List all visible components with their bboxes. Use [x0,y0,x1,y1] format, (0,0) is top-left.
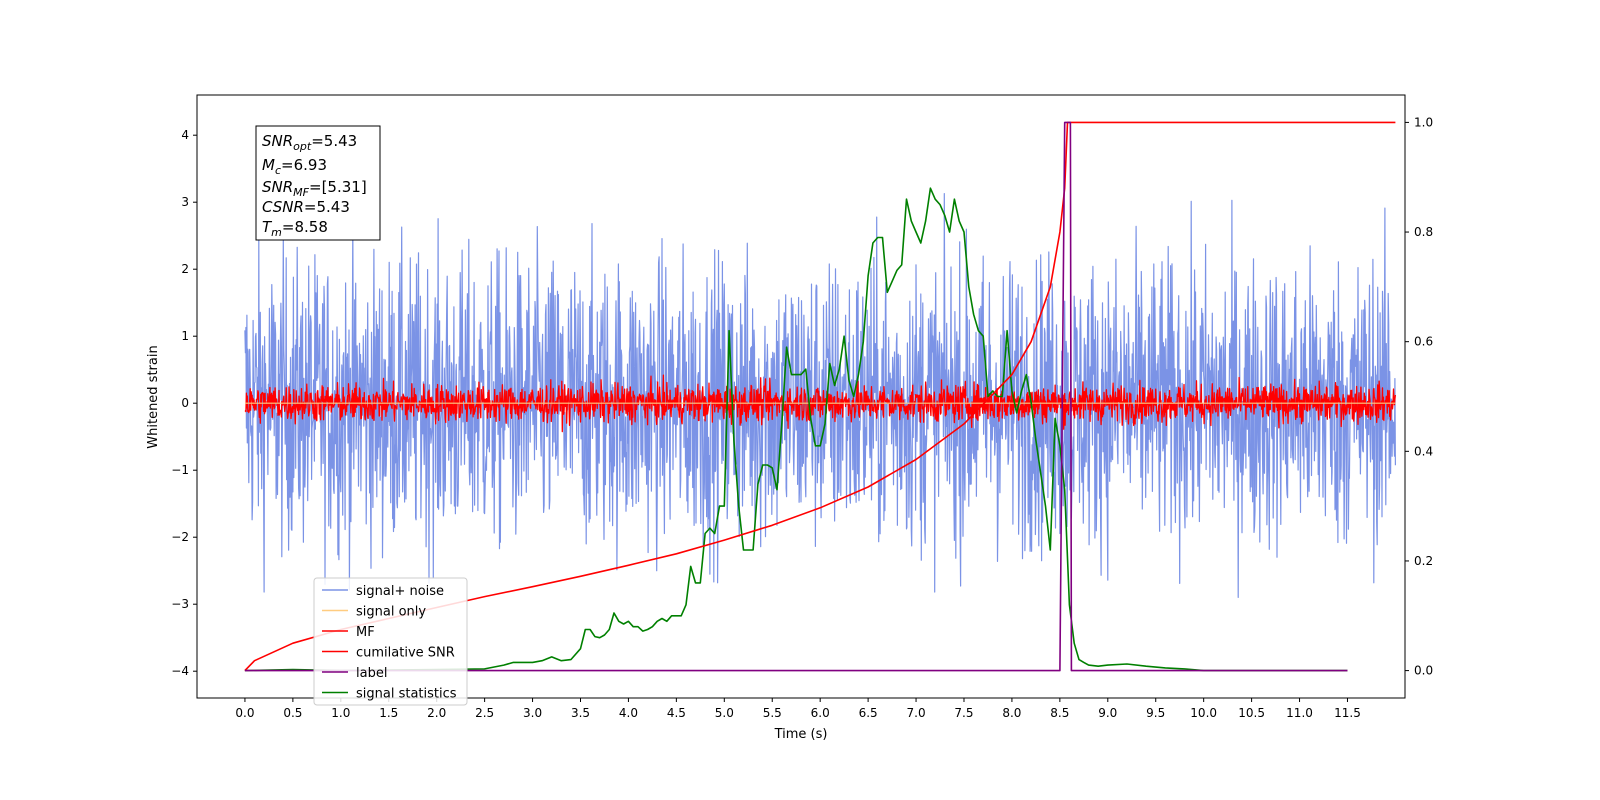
y-right-tick-label: 0.6 [1414,335,1433,349]
legend-label-cumilative-snr: cumilative SNR [356,646,455,661]
x-tick-label: 8.0 [1002,706,1021,720]
y-right-tick-label: 0.8 [1414,225,1433,239]
x-tick-label: 3.0 [523,706,542,720]
x-tick-label: 7.0 [907,706,926,720]
x-tick-label: 8.5 [1050,706,1069,720]
legend-label-signal-statistics: signal statistics [356,687,457,702]
y-tick-label: 3 [181,195,189,209]
x-tick-label: 4.0 [619,706,638,720]
y-right-tick-label: 0.0 [1414,664,1433,678]
series-line-label [244,121,1348,672]
annotation-snr-mf: SNRMF=[5.31] [262,178,367,199]
y-right-tick-label: 1.0 [1414,115,1433,129]
y-tick-label: 2 [181,262,189,276]
annotation-snr-opt: SNRopt=5.43 [262,132,357,153]
y-tick-label: −4 [171,664,189,678]
x-tick-label: 2.0 [427,706,446,720]
x-tick-label: 0.5 [283,706,302,720]
x-tick-label: 1.0 [331,706,350,720]
series-layer [244,121,1397,672]
y-tick-label: 0 [181,396,189,410]
y-tick-label: −2 [171,530,189,544]
x-tick-label: 11.0 [1286,706,1313,720]
axes-layer: 0.0 0.5 1.0 1.5 2.0 2.5 3.0 3.5 4.0 4.5 5.0 5.5 6.0 6… [171,115,1433,720]
annotation-tm: Tm=8.58 [262,218,328,239]
x-tick-label: 9.5 [1146,706,1165,720]
legend-frame [313,577,468,706]
legend-label-mf: MF [356,625,375,640]
x-tick-label: 10.0 [1190,706,1217,720]
legend-label-signal-noise: signal+ noise [356,584,444,599]
legend-label-label: label [356,666,387,681]
legend: signal+ noise signal only MF cumilative SNR… [313,577,468,706]
annotation-mc: Mc=6.93 [262,156,327,177]
x-tick-label: 5.5 [763,706,782,720]
x-tick-label: 6.5 [859,706,878,720]
x-tick-label: 11.5 [1334,706,1361,720]
plot-frame [196,94,1406,699]
series-line-mf [244,374,1397,433]
annotation-box: SNRopt=5.43 Mc=6.93 SNRMF=[5.31] CSNR=5.… [255,125,381,241]
annotation-frame [255,125,381,241]
legend-label-signal-only: signal only [356,605,426,620]
x-tick-label: 6.0 [811,706,830,720]
x-tick-label: 2.5 [475,706,494,720]
x-tick-label: 9.0 [1098,706,1117,720]
y-tick-label: −1 [171,463,189,477]
series-line-signal-statistics [244,187,1348,672]
y-tick-label: 1 [181,329,189,343]
y-tick-label: −3 [171,597,189,611]
y-right-tick-label: 0.4 [1414,444,1433,458]
x-tick-label: 7.5 [954,706,973,720]
y-axis-label: Whitened strain [146,345,161,448]
x-tick-label: 5.0 [715,706,734,720]
annotation-csnr: CSNR=5.43 [262,198,350,216]
x-tick-label: 3.5 [571,706,590,720]
y-tick-label: 4 [181,128,189,142]
x-tick-label: 1.5 [379,706,398,720]
x-tick-label: 10.5 [1238,706,1265,720]
x-axis-label: Time (s) [774,727,828,742]
x-tick-label: 4.5 [667,706,686,720]
x-tick-label: 0.0 [235,706,254,720]
y-right-tick-label: 0.2 [1414,554,1433,568]
